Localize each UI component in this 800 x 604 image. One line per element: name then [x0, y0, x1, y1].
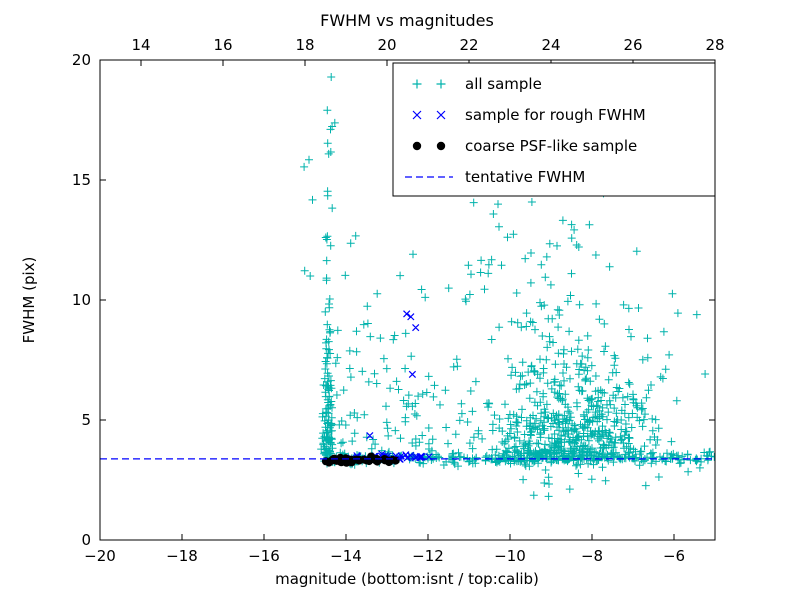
y-axis-label: FWHM (pix) — [20, 257, 38, 344]
x-tick-label-bottom: −10 — [494, 547, 526, 565]
y-tick-label: 15 — [72, 171, 91, 189]
legend-x-marker — [412, 110, 422, 120]
coarse-psf-point — [362, 456, 371, 465]
legend-box — [392, 62, 716, 197]
legend-dot-marker — [412, 141, 422, 151]
x-axis-label: magnitude (bottom:isnt / top:calib) — [275, 570, 539, 588]
x-tick-label-bottom: −6 — [663, 547, 685, 565]
y-tick-label: 10 — [72, 291, 91, 309]
y-tick-label: 5 — [81, 411, 91, 429]
legend-x-marker — [436, 110, 446, 120]
coarse-psf-point — [332, 456, 341, 465]
x-tick-label-top: 26 — [623, 36, 642, 54]
plot-border — [99, 59, 716, 541]
axis-ticks: −20 −18 −16 −14 −12 −10 −8 −6 14 16 18 20 22 24 26 28 0 5… — [72, 36, 725, 565]
x-tick-label-top: 24 — [541, 36, 560, 54]
x-tick-label-bottom: −14 — [330, 547, 362, 565]
coarse-psf-point — [391, 456, 400, 465]
legend-plus-marker — [436, 79, 446, 89]
x-tick-label-top: 18 — [295, 36, 314, 54]
x-tick-label-bottom: −18 — [166, 547, 198, 565]
legend-dot-marker — [436, 141, 446, 151]
coarse-psf-point — [382, 456, 391, 465]
legend-label: tentative FWHM — [465, 168, 585, 186]
legend-label: all sample — [465, 75, 542, 93]
y-tick-label: 20 — [72, 51, 91, 69]
x-tick-label-top: 28 — [705, 36, 724, 54]
x-tick-label-bottom: −16 — [248, 547, 280, 565]
x-tick-label-bottom: −8 — [581, 547, 603, 565]
chart-title: FWHM vs magnitudes — [320, 11, 494, 30]
x-tick-label-top: 20 — [377, 36, 396, 54]
x-tick-label-bottom: −20 — [84, 547, 116, 565]
coarse-psf-point — [373, 457, 382, 466]
legend-label: sample for rough FWHM — [465, 106, 646, 124]
x-tick-label-top: 22 — [459, 36, 478, 54]
x-tick-label-bottom: −12 — [412, 547, 444, 565]
x-tick-label-top: 14 — [131, 36, 150, 54]
x-tick-label-top: 16 — [213, 36, 232, 54]
legend: all sample sample for rough FWHM coarse PS… — [392, 62, 716, 197]
legend-plus-marker — [412, 79, 422, 89]
coarse-psf-point — [351, 455, 360, 464]
legend-label: coarse PSF-like sample — [465, 137, 637, 155]
y-tick-label: 0 — [81, 531, 91, 549]
data-points — [100, 73, 715, 501]
